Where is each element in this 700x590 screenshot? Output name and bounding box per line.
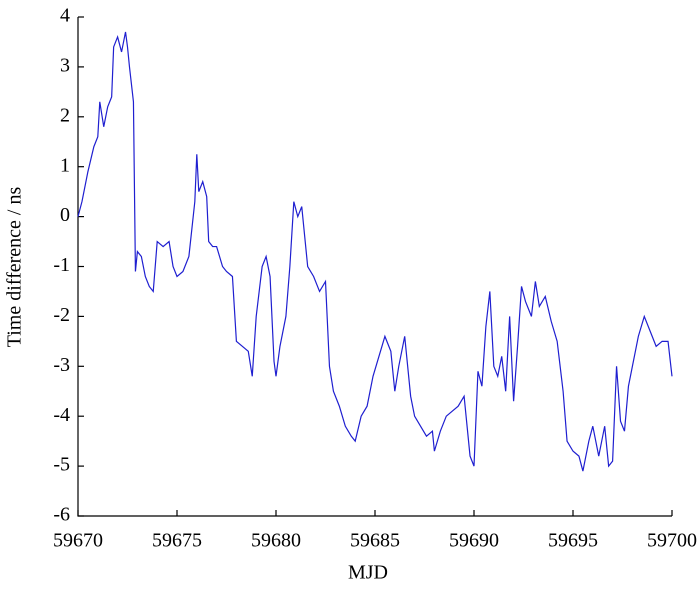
y-axis-label: Time difference / ns xyxy=(4,187,26,348)
x-axis-label: MJD xyxy=(348,562,388,584)
y-tick-label: -4 xyxy=(53,404,70,426)
y-tick-label: -2 xyxy=(53,304,70,326)
y-tick-label: -5 xyxy=(53,454,70,476)
y-tick-label: 2 xyxy=(60,104,70,126)
x-tick-label: 59675 xyxy=(152,530,202,552)
axes xyxy=(77,17,672,517)
y-tick-label: 1 xyxy=(60,154,70,176)
x-tick-label: 59695 xyxy=(548,530,598,552)
y-tick-label: 3 xyxy=(60,54,70,76)
x-tick-label: 59690 xyxy=(449,530,499,552)
y-tick-label: 4 xyxy=(60,5,70,27)
x-tick-label: 59685 xyxy=(350,530,400,552)
x-tick-label: 59680 xyxy=(251,530,301,552)
x-tick-label: 59700 xyxy=(647,530,697,552)
y-tick-label: -6 xyxy=(53,504,70,526)
y-tick-label: -3 xyxy=(53,354,70,376)
y-tick-label: -1 xyxy=(53,254,70,276)
y-tick-label: 0 xyxy=(60,204,70,226)
data-line xyxy=(77,31,673,472)
x-tick-label: 59670 xyxy=(53,530,103,552)
